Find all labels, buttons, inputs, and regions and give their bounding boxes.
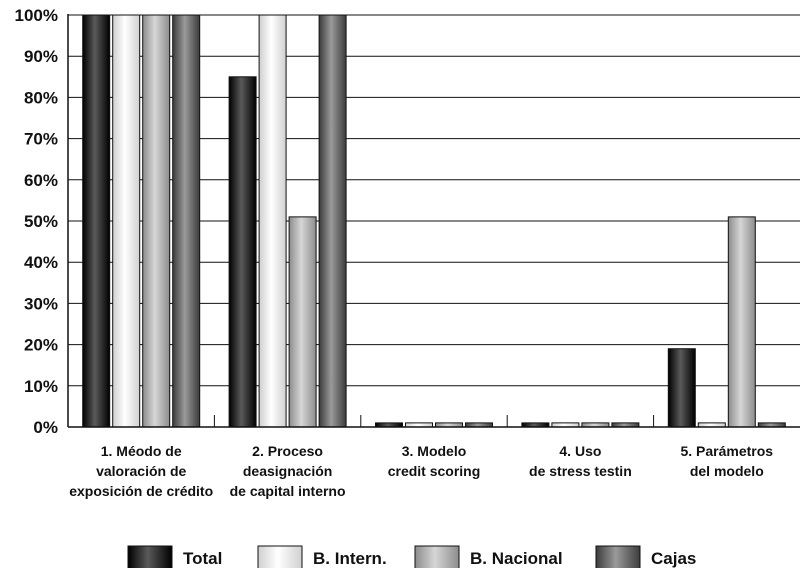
- bar-b-intern: [112, 14, 141, 428]
- legend-item: B. Nacional: [414, 545, 563, 568]
- y-axis-ticks: 0% 10% 20% 30% 40% 50% 60% 70% 80% 90% 100%: [15, 6, 58, 437]
- bar-total: [667, 348, 696, 428]
- bar-total: [82, 14, 111, 428]
- legend-item: Total: [127, 545, 222, 568]
- legend-label: B. Nacional: [470, 549, 563, 568]
- x-tick-label: 2. Proceso deasignación de capital interno: [230, 443, 346, 499]
- legend: Total B. Intern. B. Nacional Cajas: [127, 545, 696, 568]
- bar-b-nacional: [288, 216, 317, 428]
- x-tick-label: 3. Modelo credit scoring: [388, 443, 481, 479]
- legend-label: B. Intern.: [313, 549, 387, 568]
- y-tick-label: 80%: [24, 88, 58, 107]
- y-tick-label: 70%: [24, 130, 58, 149]
- bar-cajas: [172, 14, 201, 428]
- y-tick-label: 90%: [24, 47, 58, 66]
- y-tick-label: 50%: [24, 212, 58, 231]
- bar-b-nacional: [142, 14, 171, 428]
- y-tick-label: 20%: [24, 336, 58, 355]
- bar-b-nacional: [727, 216, 756, 428]
- legend-label: Cajas: [651, 549, 696, 568]
- axes: [67, 14, 800, 428]
- y-tick-label: 30%: [24, 294, 58, 313]
- x-tick-label: 1. Méodo de valoración de exposición de cr…: [69, 443, 213, 499]
- x-axis-labels: 1. Méodo de valoración de exposición de cr…: [69, 443, 773, 499]
- y-tick-label: 40%: [24, 253, 58, 272]
- legend-swatch: [414, 545, 460, 568]
- x-tick-label: 4. Uso de stress testin: [529, 443, 632, 479]
- bar-total: [228, 76, 257, 428]
- legend-swatch: [257, 545, 303, 568]
- y-tick-label: 60%: [24, 171, 58, 190]
- y-tick-label: 0%: [33, 418, 58, 437]
- y-tick-label: 100%: [15, 6, 58, 25]
- legend-label: Total: [183, 549, 222, 568]
- legend-swatch: [595, 545, 641, 568]
- legend-item: Cajas: [595, 545, 696, 568]
- y-tick-label: 10%: [24, 377, 58, 396]
- x-tick-label: 5. Parámetros del modelo: [680, 443, 773, 479]
- bar-cajas: [318, 14, 347, 428]
- legend-item: B. Intern.: [257, 545, 387, 568]
- bar-b-intern: [258, 14, 287, 428]
- legend-swatch: [127, 545, 173, 568]
